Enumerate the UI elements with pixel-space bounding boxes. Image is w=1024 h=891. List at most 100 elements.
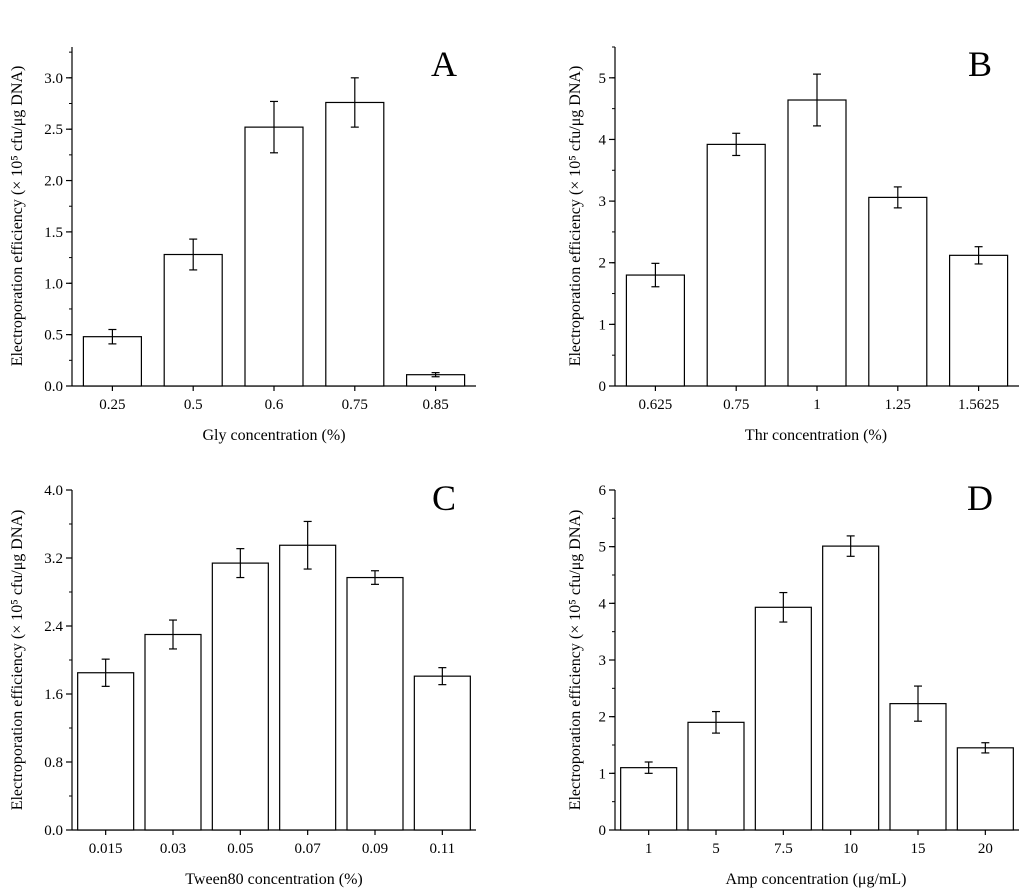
y-tick-label-d: 3 bbox=[599, 653, 607, 669]
x-tick-label-d: 15 bbox=[911, 841, 926, 857]
panel-letter-d: D bbox=[967, 478, 993, 518]
error-bar-d-4 bbox=[846, 535, 855, 557]
x-tick-label-b: 1.5625 bbox=[958, 397, 999, 413]
x-tick-label-c: 0.09 bbox=[362, 841, 388, 857]
bar-b-1 bbox=[625, 274, 686, 387]
x-tick-label-b: 1 bbox=[813, 397, 821, 413]
x-tick-label-d: 10 bbox=[843, 841, 858, 857]
error-bar-c-2 bbox=[169, 619, 177, 650]
y-axis-title-c: Electroporation efficiency (× 10⁵ cfu/μg… bbox=[9, 510, 26, 811]
x-tick-label-a: 0.6 bbox=[265, 397, 284, 413]
bar-c-2 bbox=[144, 633, 202, 831]
y-tick-label-b: 5 bbox=[599, 71, 607, 87]
bar-d-4 bbox=[822, 545, 880, 831]
bar-b-3 bbox=[787, 99, 847, 387]
y-tick-label-a: 1.5 bbox=[44, 225, 63, 241]
bar-c-6 bbox=[413, 675, 471, 831]
error-bar-a-5 bbox=[431, 372, 440, 378]
bar-b-2 bbox=[706, 143, 766, 387]
y-tick-label-a: 0.5 bbox=[44, 328, 63, 344]
y-tick-label-d: 0 bbox=[599, 823, 607, 839]
panel-letter-b: B bbox=[968, 44, 992, 84]
error-bar-a-3 bbox=[270, 100, 278, 154]
x-axis-title-a: Gly concentration (%) bbox=[202, 427, 345, 444]
error-bar-d-5 bbox=[914, 685, 922, 722]
y-tick-label-c: 0.8 bbox=[44, 755, 63, 771]
error-bar-c-6 bbox=[438, 667, 447, 686]
y-axis-title-d: Electroporation efficiency (× 10⁵ cfu/μg… bbox=[567, 510, 584, 811]
error-bar-b-3 bbox=[813, 73, 821, 127]
x-tick-label-d: 5 bbox=[712, 841, 720, 857]
error-bar-c-4 bbox=[303, 520, 312, 570]
panel-b: B Thr concentration (%) Electroporation … bbox=[567, 44, 1019, 444]
x-tick-label-a: 0.25 bbox=[99, 397, 125, 413]
bar-a-2 bbox=[163, 253, 223, 387]
bar-b-4 bbox=[868, 196, 928, 387]
error-bar-d-3 bbox=[779, 591, 788, 623]
x-tick-label-d: 7.5 bbox=[774, 841, 793, 857]
panel-c: C Tween80 concentration (%) Electroporat… bbox=[9, 478, 476, 888]
y-axis-title-a: Electroporation efficiency (× 10⁵ cfu/μg… bbox=[9, 66, 26, 367]
x-axis-title-d: Amp concentration (μg/mL) bbox=[726, 871, 907, 888]
x-tick-label-d: 1 bbox=[645, 841, 653, 857]
bar-c-4 bbox=[279, 544, 337, 831]
error-bar-c-3 bbox=[236, 548, 245, 579]
panel-a: A Gly concentration (%) Electroporation … bbox=[9, 44, 476, 444]
error-bar-a-2 bbox=[189, 238, 198, 271]
x-tick-label-c: 0.03 bbox=[160, 841, 186, 857]
x-axis-title-c: Tween80 concentration (%) bbox=[185, 871, 362, 888]
y-tick-label-d: 1 bbox=[599, 766, 607, 782]
bar-b-5 bbox=[948, 254, 1009, 387]
bar-c-5 bbox=[346, 576, 404, 831]
error-bar-d-2 bbox=[712, 710, 720, 734]
x-tick-label-a: 0.5 bbox=[184, 397, 203, 413]
y-tick-label-d: 2 bbox=[599, 710, 607, 726]
bar-d-5 bbox=[889, 703, 947, 831]
x-tick-label-b: 0.625 bbox=[639, 397, 673, 413]
error-bar-d-1 bbox=[644, 761, 653, 774]
bar-d-2 bbox=[687, 721, 745, 831]
bar-a-1 bbox=[82, 336, 143, 387]
y-tick-label-b: 1 bbox=[599, 317, 607, 333]
y-tick-label-a: 3.0 bbox=[44, 71, 63, 87]
y-tick-label-c: 4.0 bbox=[44, 483, 63, 499]
y-tick-label-c: 3.2 bbox=[44, 551, 63, 567]
x-tick-label-b: 0.75 bbox=[723, 397, 749, 413]
bar-d-3 bbox=[754, 606, 812, 831]
x-tick-label-a: 0.85 bbox=[422, 397, 448, 413]
error-bar-b-1 bbox=[651, 262, 660, 288]
y-tick-label-a: 2.5 bbox=[44, 122, 63, 138]
y-tick-label-b: 0 bbox=[599, 379, 607, 395]
y-tick-label-b: 2 bbox=[599, 256, 607, 272]
panel-d: D Amp concentration (μg/mL) Electroporat… bbox=[567, 478, 1019, 888]
x-tick-label-c: 0.11 bbox=[429, 841, 455, 857]
bar-c-3 bbox=[211, 562, 269, 831]
error-bar-a-4 bbox=[350, 77, 359, 128]
bar-d-1 bbox=[620, 767, 678, 831]
y-tick-label-a: 1.0 bbox=[44, 276, 63, 292]
x-axis-title-b: Thr concentration (%) bbox=[745, 427, 887, 444]
y-tick-label-c: 2.4 bbox=[44, 619, 63, 635]
y-tick-label-c: 0.0 bbox=[44, 823, 63, 839]
panel-letter-a: A bbox=[431, 44, 457, 84]
error-bar-a-1 bbox=[108, 328, 117, 345]
bar-c-1 bbox=[77, 672, 135, 831]
x-tick-label-d: 20 bbox=[978, 841, 993, 857]
bar-a-3 bbox=[244, 126, 304, 387]
y-tick-label-b: 3 bbox=[599, 194, 607, 210]
y-axis-title-b: Electroporation efficiency (× 10⁵ cfu/μg… bbox=[567, 66, 584, 367]
x-tick-label-b: 1.25 bbox=[885, 397, 911, 413]
error-bar-c-5 bbox=[371, 570, 379, 585]
bar-d-6 bbox=[956, 747, 1014, 831]
y-tick-label-d: 4 bbox=[599, 596, 607, 612]
y-tick-label-a: 0.0 bbox=[44, 379, 63, 395]
error-bar-b-4 bbox=[893, 186, 902, 209]
error-bar-b-2 bbox=[732, 132, 741, 157]
y-tick-label-d: 5 bbox=[599, 540, 607, 556]
y-tick-label-b: 4 bbox=[599, 132, 607, 148]
y-tick-label-d: 6 bbox=[599, 483, 607, 499]
panel-letter-c: C bbox=[432, 478, 456, 518]
y-tick-label-a: 2.0 bbox=[44, 174, 63, 190]
x-tick-label-a: 0.75 bbox=[342, 397, 368, 413]
